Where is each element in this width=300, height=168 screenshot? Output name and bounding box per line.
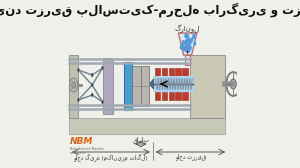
Circle shape	[193, 34, 195, 37]
Bar	[169, 92, 174, 100]
Bar	[69, 55, 78, 118]
Circle shape	[191, 38, 193, 41]
Bar	[182, 68, 188, 76]
Bar	[190, 55, 225, 118]
Bar	[169, 68, 174, 76]
Circle shape	[189, 39, 191, 43]
Circle shape	[185, 47, 186, 50]
Bar	[162, 68, 167, 76]
Text: www.nbm.ir: www.nbm.ir	[70, 151, 87, 155]
Circle shape	[189, 41, 191, 44]
Circle shape	[186, 39, 188, 42]
Circle shape	[187, 46, 189, 49]
Text: NBM: NBM	[70, 137, 94, 146]
Circle shape	[72, 81, 76, 89]
Circle shape	[193, 36, 195, 39]
Circle shape	[188, 49, 190, 52]
Circle shape	[101, 100, 104, 104]
Text: فرایند تزریق پلاستیک-مرحله بارگیری و تزریق: فرایند تزریق پلاستیک-مرحله بارگیری و تزر…	[0, 3, 300, 17]
Bar	[176, 68, 181, 76]
Circle shape	[189, 42, 190, 45]
Circle shape	[182, 41, 184, 44]
Circle shape	[77, 68, 80, 72]
Circle shape	[70, 78, 78, 92]
Text: گرانول: گرانول	[175, 25, 200, 33]
Bar	[185, 55, 190, 65]
Circle shape	[91, 93, 93, 97]
Bar	[176, 92, 181, 100]
Circle shape	[183, 42, 184, 45]
Circle shape	[186, 45, 188, 48]
Circle shape	[181, 45, 182, 48]
Circle shape	[188, 38, 190, 41]
Circle shape	[194, 42, 196, 45]
Polygon shape	[149, 79, 154, 89]
Circle shape	[184, 48, 185, 51]
Circle shape	[186, 45, 188, 48]
Polygon shape	[178, 33, 197, 55]
Circle shape	[187, 45, 189, 48]
Circle shape	[182, 41, 184, 44]
Circle shape	[187, 35, 188, 38]
Circle shape	[183, 41, 185, 45]
Circle shape	[185, 34, 187, 36]
Text: قالب: قالب	[132, 137, 149, 143]
Bar	[182, 92, 188, 100]
Circle shape	[189, 46, 191, 49]
Bar	[162, 92, 167, 100]
Circle shape	[91, 83, 93, 87]
Bar	[124, 62, 132, 110]
Bar	[154, 68, 160, 76]
Bar	[141, 66, 149, 106]
Circle shape	[185, 48, 187, 51]
Circle shape	[101, 66, 104, 70]
Circle shape	[180, 46, 182, 49]
Bar	[69, 118, 225, 134]
Text: Neko Behineh Machine: Neko Behineh Machine	[70, 147, 104, 151]
Bar	[154, 92, 160, 100]
Text: واحد تزریق: واحد تزریق	[175, 154, 206, 160]
Circle shape	[77, 98, 80, 102]
Text: واحد گیره (مکانیزم تاگل): واحد گیره (مکانیزم تاگل)	[74, 153, 148, 161]
Circle shape	[230, 79, 236, 89]
Circle shape	[185, 35, 187, 38]
Bar	[153, 76, 194, 92]
Bar	[103, 58, 113, 114]
Circle shape	[182, 45, 184, 48]
Circle shape	[185, 41, 187, 44]
Bar	[132, 66, 141, 106]
Circle shape	[186, 40, 187, 43]
Circle shape	[91, 73, 93, 77]
